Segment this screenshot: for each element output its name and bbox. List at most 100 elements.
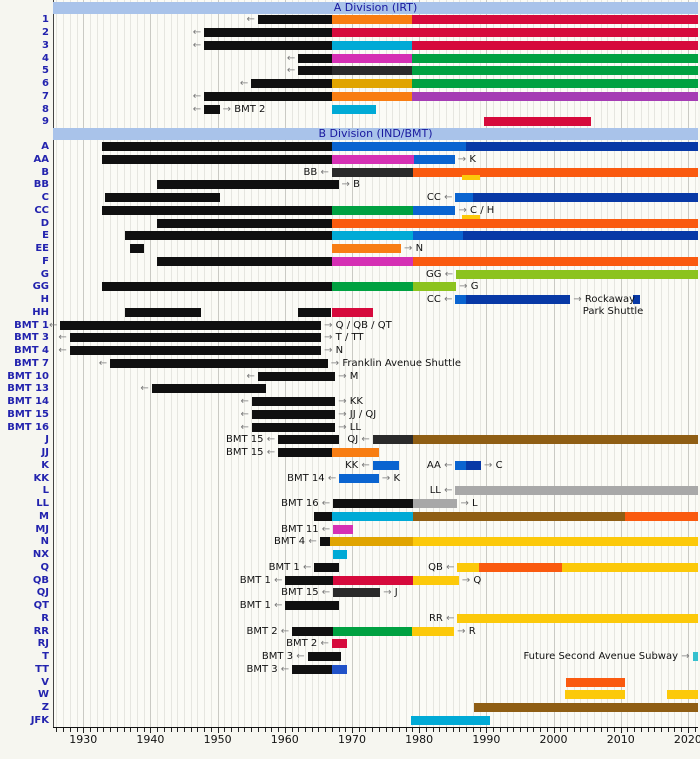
axis-tick	[634, 728, 636, 732]
service-bar-segment	[413, 575, 459, 585]
arrow-left-icon: ←	[320, 166, 329, 178]
service-bar-notch	[462, 175, 481, 180]
service-bar-segment	[331, 79, 413, 89]
service-bar-segment	[285, 601, 340, 611]
axis-tick	[425, 728, 427, 732]
axis-tick	[378, 728, 380, 732]
axis-tick	[110, 728, 112, 732]
bar-annotation: BMT 16 ←	[281, 498, 331, 510]
service-bar-segment	[413, 435, 698, 445]
row-label-r: R	[41, 612, 49, 624]
bar-annotation: → Rockaway	[573, 294, 636, 306]
axis-tick	[217, 728, 219, 733]
gridline-year	[493, 0, 495, 727]
row-label-c: C	[41, 192, 49, 204]
axis-tick	[96, 728, 98, 732]
service-bar-segment	[314, 562, 340, 572]
service-bar-segment	[339, 473, 379, 483]
axis-tick	[56, 728, 58, 732]
axis-tick-label: 1970	[337, 733, 366, 746]
gridline-decade	[486, 0, 488, 727]
axis-tick	[587, 728, 589, 732]
arrow-left-icon: ←	[192, 39, 202, 51]
row-label-l: L	[42, 485, 49, 497]
gridline-year	[459, 0, 461, 727]
arrow-right-icon: →	[404, 243, 413, 255]
service-bar-segment	[157, 218, 332, 228]
arrow-right-icon: →	[461, 574, 471, 586]
row-label-9: 9	[42, 116, 49, 128]
arrow-left-icon: ←	[58, 332, 67, 344]
header-a-division: A Division (IRT)	[53, 1, 698, 14]
axis-tick	[553, 728, 555, 733]
row-label-m: M	[39, 510, 49, 522]
service-bar-segment	[331, 448, 379, 458]
axis-tick	[210, 728, 212, 732]
gridline-year	[432, 0, 434, 727]
service-bar-segment	[331, 104, 376, 114]
service-bar-segment	[102, 154, 332, 164]
axis-tick-label: 2010	[606, 733, 635, 746]
gridline-decade	[553, 0, 555, 727]
gridline-year	[399, 0, 401, 727]
axis-tick	[304, 728, 306, 732]
arrow-left-icon: ←	[444, 459, 453, 471]
axis-tick	[493, 728, 495, 732]
arrow-left-icon: ←	[286, 52, 296, 64]
bar-annotation: BMT 15 ←	[226, 434, 276, 446]
axis-tick	[654, 728, 656, 732]
arrow-left-icon: ←	[192, 27, 202, 39]
row-label-gg: GG	[32, 281, 49, 293]
service-bar-segment	[331, 282, 414, 292]
axis-tick	[412, 728, 414, 732]
bar-annotation: LL ←	[429, 485, 453, 497]
x-axis-line	[53, 727, 698, 728]
bar-annotation: → G	[459, 281, 479, 293]
axis-tick	[372, 728, 374, 732]
service-bar-segment	[319, 537, 330, 547]
service-bar-segment	[124, 231, 332, 241]
bar-annotation: ←	[140, 382, 148, 395]
service-bar-segment	[285, 575, 334, 585]
bar-annotation: → T / TT	[324, 332, 364, 344]
service-bar-segment	[257, 15, 332, 25]
service-bar-segment	[472, 193, 698, 203]
gridline-year	[452, 0, 454, 727]
service-bar-segment	[413, 537, 698, 547]
service-bar-segment	[455, 193, 473, 203]
row-label-bmt-4: BMT 4	[14, 345, 49, 357]
axis-tick	[593, 728, 595, 732]
axis-tick	[298, 728, 300, 732]
gridline-year	[519, 0, 521, 727]
gridline-year	[439, 0, 441, 727]
gridline-year	[446, 0, 448, 727]
axis-tick	[600, 728, 602, 732]
gridline-decade	[83, 0, 85, 727]
axis-tick	[157, 728, 159, 732]
gridline-year	[69, 0, 71, 727]
bar-annotation: BMT 2 ←	[246, 625, 290, 637]
bar-annotation: CC ←	[426, 192, 453, 204]
row-label-ee: EE	[35, 243, 49, 255]
arrow-left-icon: ←	[98, 357, 108, 369]
axis-tick	[432, 728, 434, 732]
service-bar-segment	[251, 397, 336, 407]
bar-annotation: BMT 2 ←	[286, 638, 329, 650]
gridline-year	[472, 0, 474, 727]
axis-tick	[519, 728, 521, 732]
service-bar-segment	[129, 244, 144, 254]
row-label-z: Z	[41, 702, 49, 714]
row-label-h: H	[40, 294, 49, 306]
axis-tick	[143, 728, 145, 732]
service-bar-segment	[331, 205, 414, 215]
gridline-year	[640, 0, 642, 727]
axis-tick-label: 1940	[136, 733, 165, 746]
bar-annotation: RR ←	[428, 612, 455, 624]
row-label-rj: RJ	[37, 638, 49, 650]
axis-tick	[459, 728, 461, 732]
gridline-year	[338, 0, 340, 727]
gridline-year	[412, 0, 414, 727]
axis-tick	[184, 728, 186, 732]
gridline-year	[681, 0, 683, 727]
axis-tick	[251, 728, 253, 732]
